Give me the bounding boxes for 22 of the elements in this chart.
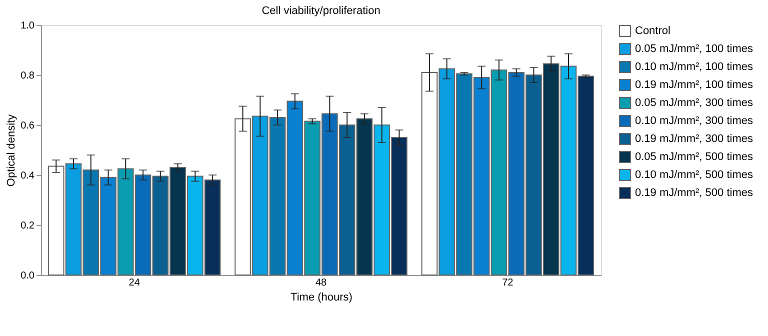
y-tick-label: 0.4 (20, 170, 35, 182)
legend-label: Control (635, 25, 670, 37)
legend-label: 0.10 mJ/mm², 500 times (635, 169, 754, 181)
x-tick-label: 24 (128, 278, 140, 288)
x-tick-label: 48 (315, 278, 327, 288)
x-tick-label: 72 (502, 278, 514, 288)
legend-label: 0.19 mJ/mm², 100 times (635, 79, 754, 91)
legend-label: 0.10 mJ/mm², 100 times (635, 61, 754, 73)
x-axis-title: Time (hours) (290, 292, 352, 304)
y-tick-label: 0.8 (20, 70, 35, 82)
legend-label: 0.19 mJ/mm², 300 times (635, 133, 754, 145)
y-tick-label: 0.6 (20, 120, 35, 132)
legend-label: 0.05 mJ/mm², 500 times (635, 151, 754, 163)
y-tick-label: 1.0 (20, 20, 35, 32)
legend-label: 0.19 mJ/mm², 500 times (635, 187, 754, 199)
chart-title: Cell viability/proliferation (262, 5, 380, 17)
y-axis-title: Optical density (6, 114, 18, 187)
legend-label: 0.05 mJ/mm², 100 times (635, 43, 754, 55)
legend-label: 0.05 mJ/mm², 300 times (635, 97, 754, 109)
legend-label: 0.10 mJ/mm², 300 times (635, 115, 754, 127)
y-tick-label: 0.2 (20, 220, 35, 232)
y-tick-label: 0.0 (20, 270, 35, 282)
